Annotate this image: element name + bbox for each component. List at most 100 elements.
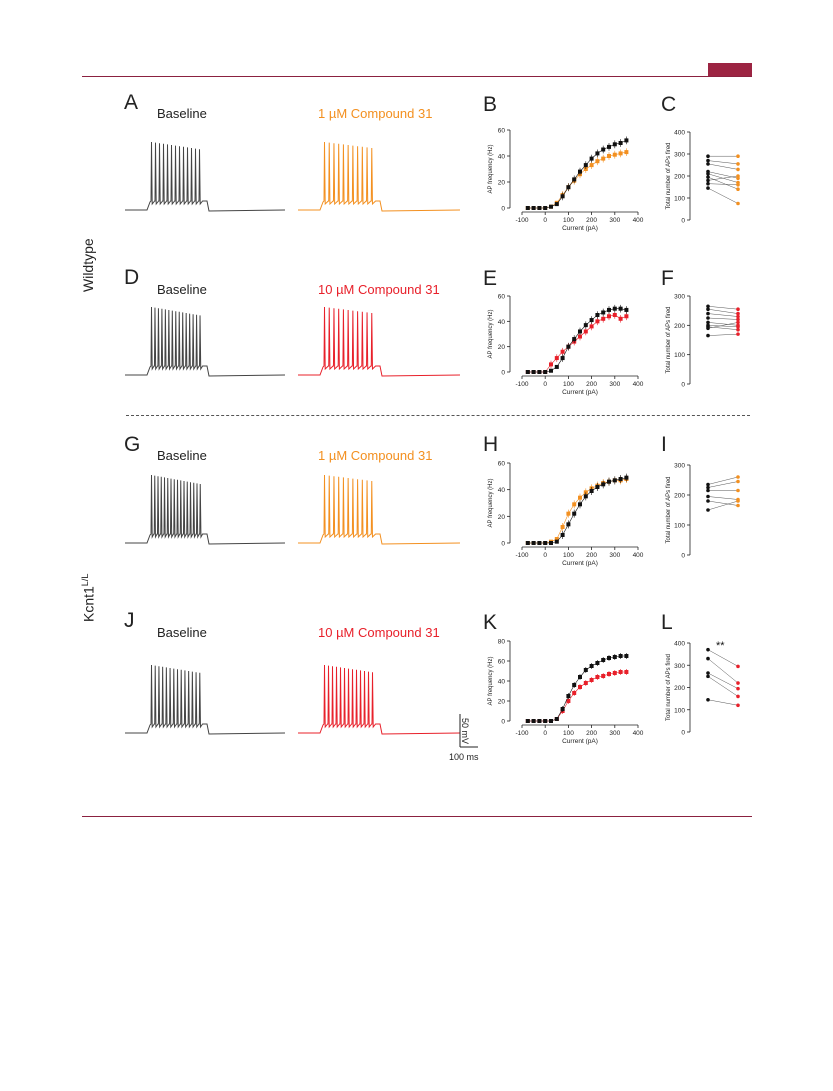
panel-label-C: C — [661, 93, 677, 116]
chart-F-point-after — [736, 317, 740, 322]
chart-B-xtick-label: 400 — [633, 217, 644, 224]
chart-B-point-black — [554, 202, 559, 207]
chart-E-point-black — [607, 307, 611, 312]
chart-C-point-before — [706, 158, 710, 163]
chart-F-pair-line — [707, 325, 739, 328]
chart-B-point-black — [624, 138, 629, 143]
panel-label-K: K — [483, 611, 498, 634]
chart-F-point-after — [736, 327, 740, 332]
chart-F-ytick-label: 100 — [674, 352, 685, 359]
chart-F-ytick-label: 0 — [681, 382, 685, 389]
chart-L-ytick-label: 400 — [674, 641, 685, 648]
chart-K-point-red — [578, 685, 582, 689]
chart-B-point-orange — [612, 152, 617, 157]
chart-I-point-after — [736, 488, 740, 493]
chart-E-xtick-label: 300 — [609, 381, 620, 388]
chart-K-ytick-label: 60 — [498, 659, 506, 666]
chart-H-point-black — [566, 522, 571, 527]
trace-J-baseline — [125, 664, 286, 735]
header-rule — [82, 76, 752, 77]
chart-L-point-before — [706, 671, 710, 675]
panel-label-L: L — [661, 611, 673, 634]
chart-K-xtick-label: -100 — [515, 730, 528, 737]
chart-B-xlabel: Current (pA) — [562, 225, 598, 232]
chart-K-point-black — [566, 694, 571, 698]
header-accent-tab — [708, 63, 752, 77]
chart-L-ytick-label: 0 — [681, 730, 685, 737]
chart-B-series-orange-line — [527, 151, 627, 209]
chart-I-pair-line — [707, 481, 739, 488]
chart-C-ytick-label: 0 — [681, 218, 685, 225]
chart-C-ytick-label: 100 — [674, 196, 685, 203]
chart-H-point-black — [612, 478, 617, 483]
trace-label-J-drug: 10 µM Compound 31 — [318, 625, 440, 640]
chart-K-point-black — [601, 658, 606, 662]
chart-E-ytick-label: 40 — [498, 319, 506, 326]
chart-K-point-red — [607, 672, 611, 676]
chart-B-point-black — [537, 206, 542, 210]
chart-E-point-black — [618, 306, 623, 311]
chart-I-point-after — [736, 475, 740, 479]
chart-K-point-red — [566, 699, 571, 703]
chart-F-pair-line — [707, 313, 739, 317]
chart-I-point-before — [706, 494, 710, 499]
chart-H-point-black — [549, 541, 553, 545]
chart-C-pair-line — [707, 176, 739, 190]
chart-K-point-black — [531, 719, 536, 723]
chart-C-point-after — [736, 183, 740, 187]
chart-E-point-red — [595, 319, 600, 324]
chart-K-point-black — [618, 654, 623, 658]
trace-label-G-drug: 1 µM Compound 31 — [318, 448, 433, 463]
chart-K-point-black — [607, 656, 611, 660]
chart-C-point-after — [736, 187, 740, 191]
chart-C-ylabel: Total number of APs fired — [666, 142, 672, 209]
chart-K-ytick-label: 80 — [498, 639, 506, 646]
chart-E-point-red — [589, 324, 594, 329]
chart-B-xtick-label: -100 — [515, 217, 528, 224]
trace-label-A-drug: 1 µM Compound 31 — [318, 106, 433, 121]
chart-E-point-black — [601, 310, 606, 315]
chart-B-xtick-label: 100 — [563, 217, 574, 224]
chart-K-point-black — [572, 683, 577, 687]
chart-H-ytick-label: 20 — [498, 514, 506, 521]
chart-C-point-after — [736, 162, 740, 166]
chart-I-ytick-label: 300 — [674, 463, 685, 470]
chart-K-xtick-label: 200 — [586, 730, 597, 737]
chart-F-ytick-label: 200 — [674, 323, 685, 330]
chart-C-pair-line — [707, 163, 739, 170]
chart-C-point-before — [706, 181, 710, 186]
chart-C-point-after — [736, 174, 740, 178]
chart-H-point-orange — [578, 495, 582, 500]
chart-B-point-black — [531, 206, 536, 210]
chart-K-point-red — [583, 681, 588, 685]
chart-H-point-orange — [566, 511, 571, 516]
chart-K-point-red — [589, 678, 594, 682]
chart-H-point-black — [601, 482, 606, 487]
chart-E-point-black — [624, 307, 629, 312]
chart-H-point-black — [554, 539, 559, 544]
chart-K-xtick-label: 0 — [543, 730, 547, 737]
chart-L-pair-line — [707, 672, 739, 689]
chart-E-point-black — [612, 306, 617, 311]
chart-H-point-black — [560, 533, 565, 537]
chart-F-point-before — [706, 311, 710, 316]
chart-F-point-before — [706, 320, 710, 325]
chart-B-point-orange — [595, 159, 600, 164]
chart-I-point-before — [706, 499, 710, 503]
chart-H-point-black — [525, 541, 530, 545]
chart-B-ytick-label: 20 — [498, 180, 506, 187]
chart-C-point-before — [706, 186, 710, 190]
chart-E-series-black-line — [527, 308, 627, 373]
chart-B-xtick-label: 300 — [609, 217, 620, 224]
chart-I-pair-line — [707, 476, 739, 485]
chart-E-xtick-label: 400 — [633, 381, 644, 388]
chart-C-ytick-label: 400 — [674, 130, 685, 137]
chart-K-point-black — [624, 654, 629, 658]
panel-label-B: B — [483, 93, 498, 116]
chart-F-point-after — [736, 314, 740, 319]
chart-F-pair-line — [707, 317, 739, 320]
chart-H-point-black — [624, 475, 629, 480]
chart-E-point-black — [566, 344, 571, 349]
chart-H-point-black — [578, 502, 582, 507]
